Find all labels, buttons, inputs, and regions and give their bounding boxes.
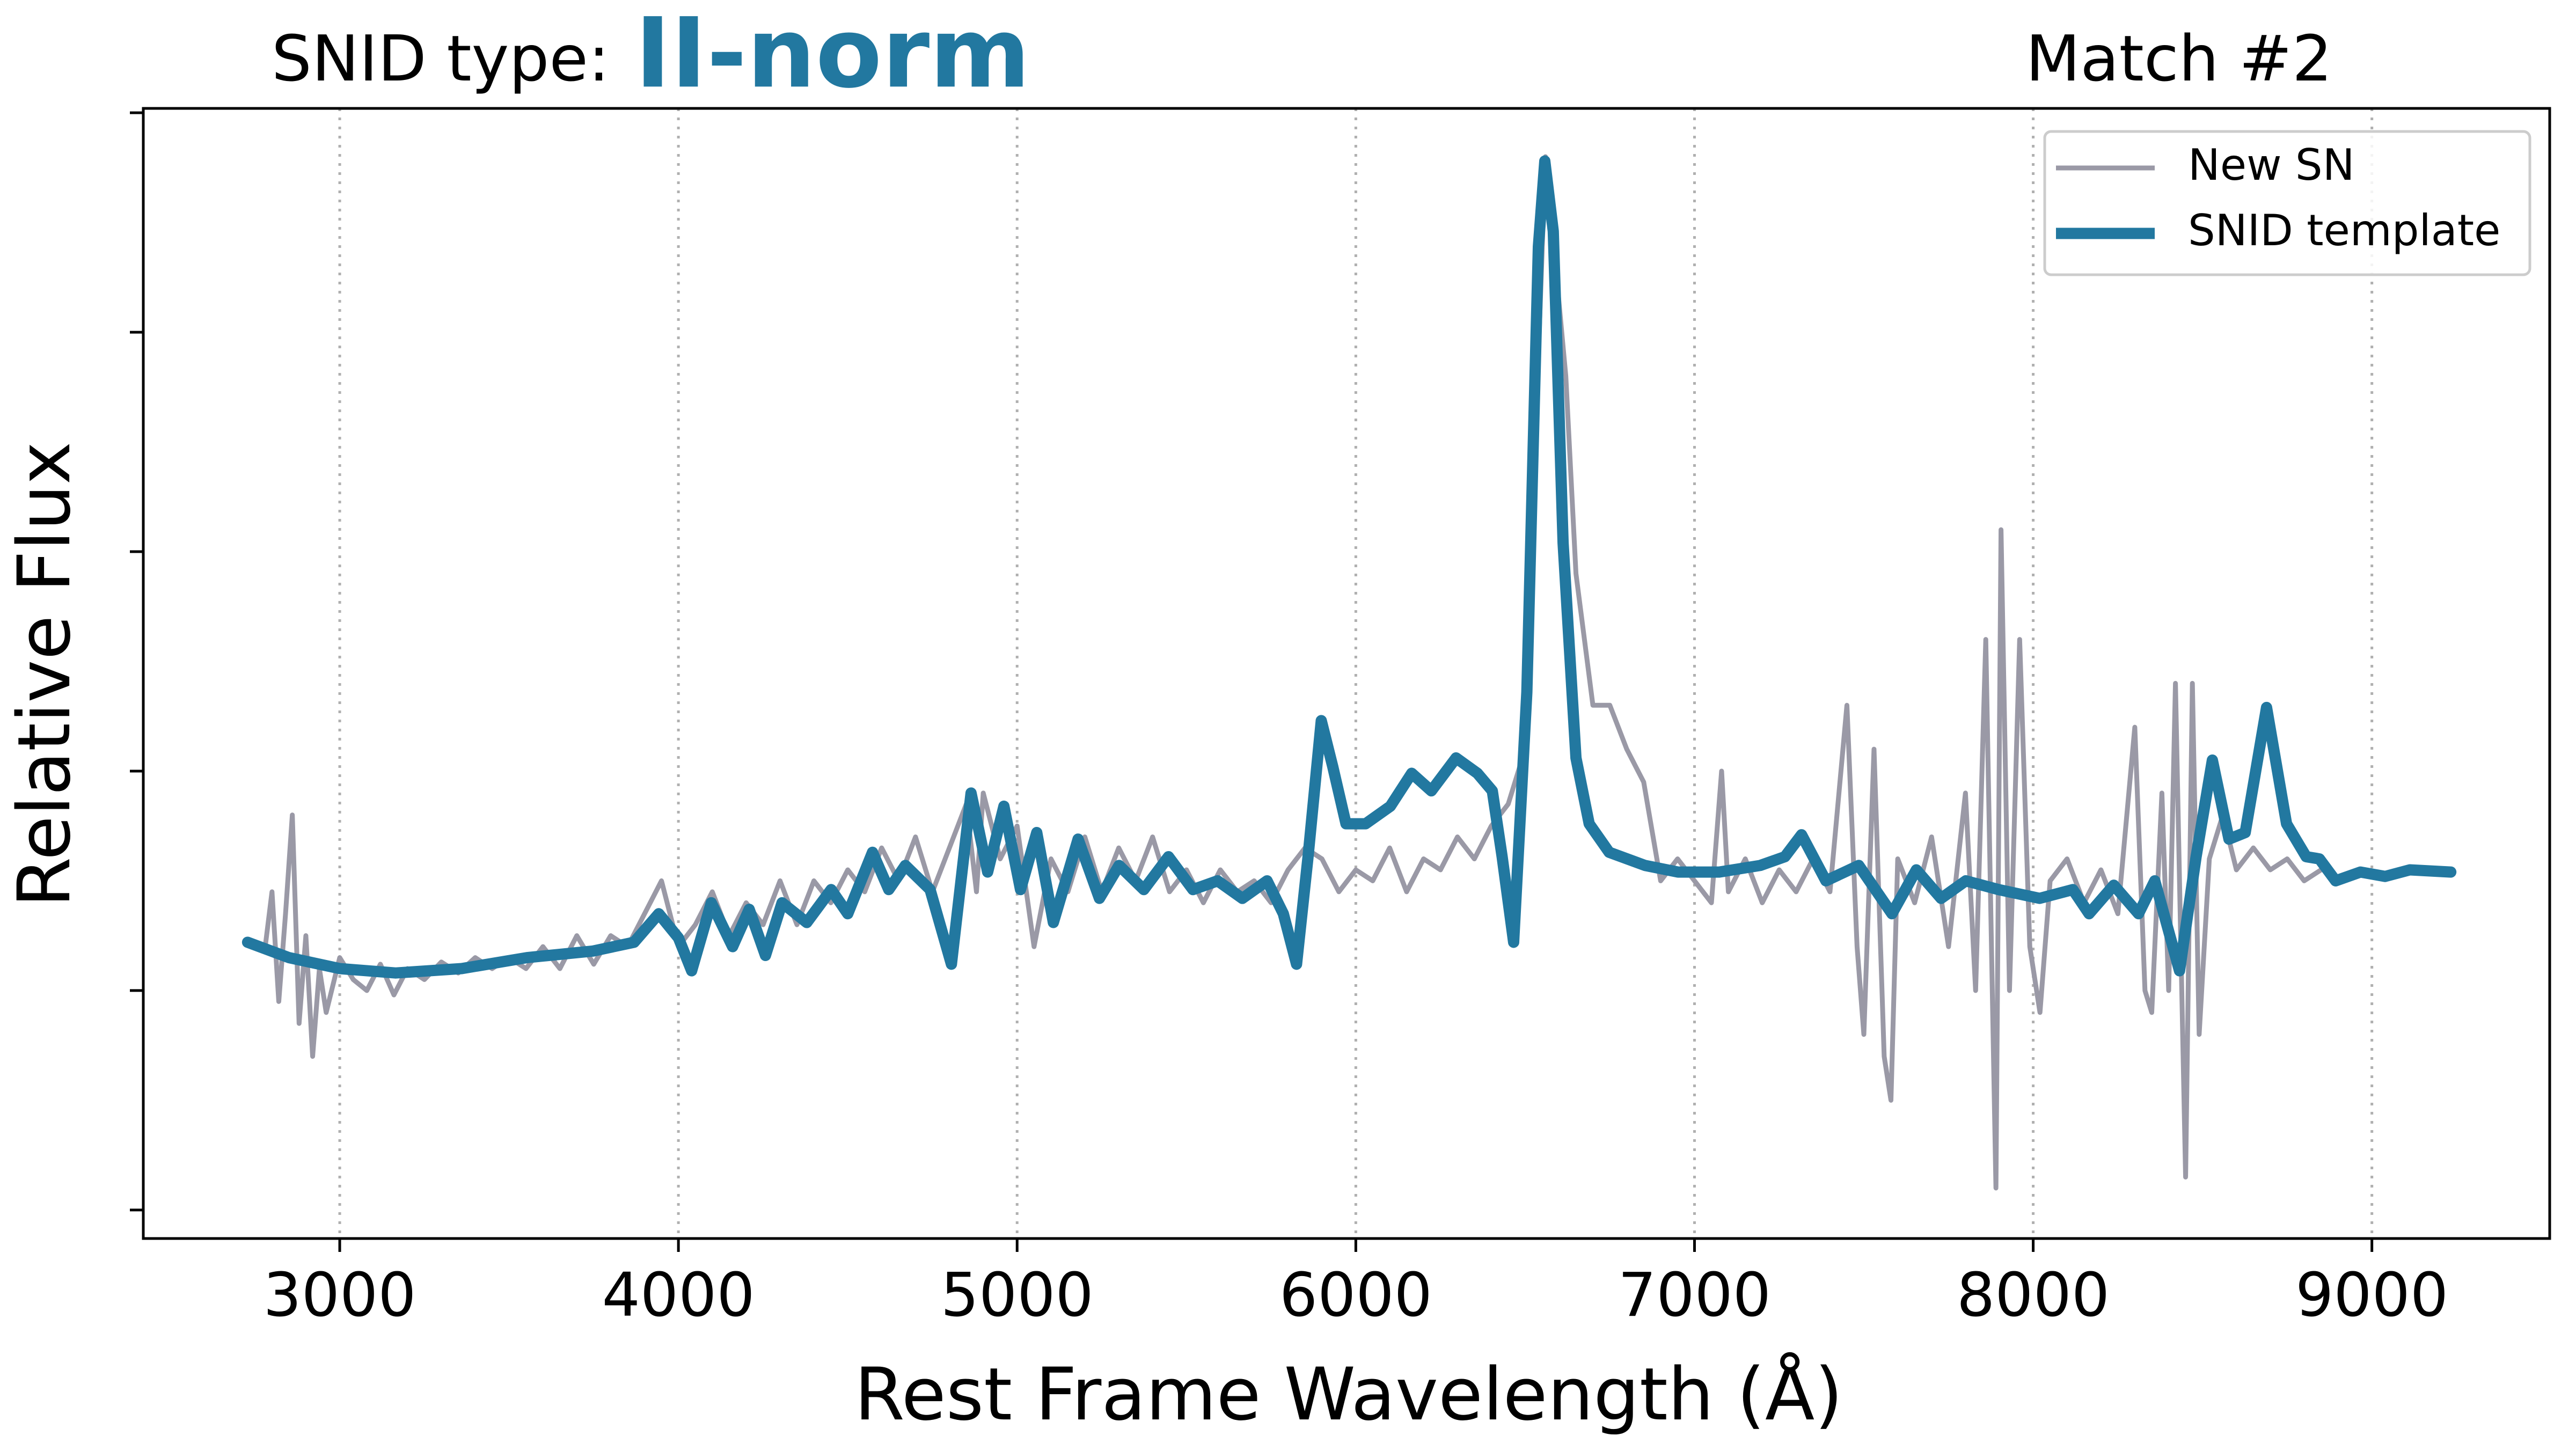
chart-title: SNID type: bbox=[272, 21, 610, 96]
y-axis-label: Relative Flux bbox=[2, 442, 86, 907]
legend-box bbox=[2043, 130, 2531, 276]
x-tick-label: 9000 bbox=[2295, 1261, 2448, 1330]
x-tick-label: 5000 bbox=[941, 1261, 1094, 1330]
x-tick-label: 7000 bbox=[1618, 1261, 1771, 1330]
x-tick-label: 6000 bbox=[1279, 1261, 1432, 1330]
legend-label: SNID template bbox=[2188, 206, 2500, 255]
legend-label: New SN bbox=[2188, 140, 2355, 190]
x-tick-label: 4000 bbox=[602, 1261, 755, 1330]
x-axis-label: Rest Frame Wavelength (Å) bbox=[854, 1352, 1843, 1437]
chart-subtitle: Match #2 bbox=[2025, 21, 2332, 96]
chart-title-value: II-norm bbox=[635, 0, 1030, 109]
template-line bbox=[241, 155, 2457, 979]
plot-frame bbox=[142, 107, 2551, 1240]
x-tick-label: 3000 bbox=[264, 1261, 416, 1330]
x-tick-label: 8000 bbox=[1957, 1261, 2110, 1330]
spectrum-line bbox=[262, 154, 2324, 1191]
